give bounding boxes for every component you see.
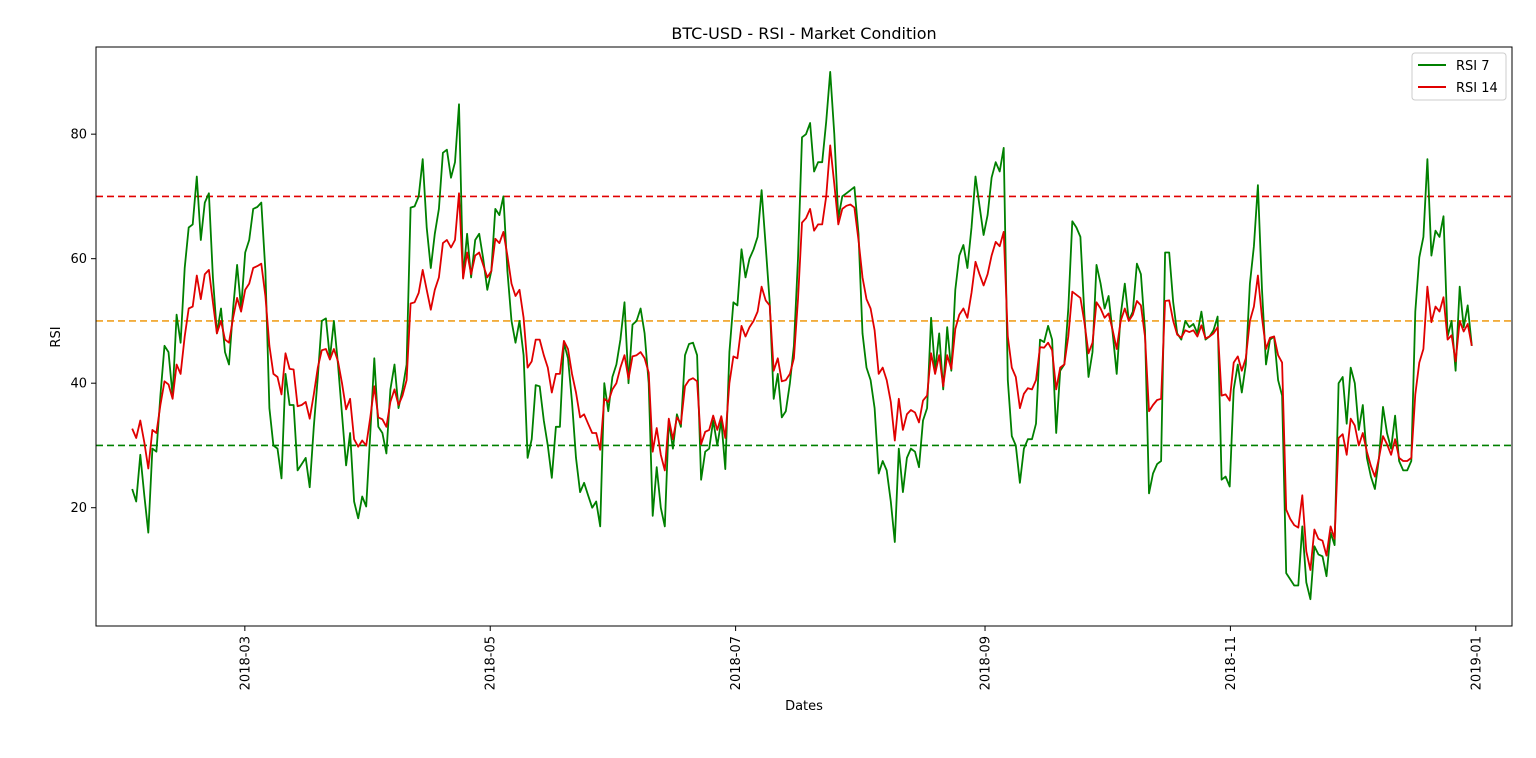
x-tick-label-2019-01: 2019-01: [1469, 636, 1484, 690]
y-axis-ticks: 20 40 60 80: [70, 128, 96, 516]
y-tick-label-20: 20: [70, 501, 87, 516]
legend-label-rsi-14: RSI 14: [1456, 81, 1498, 96]
x-tick-label-2018-03: 2018-03: [238, 636, 253, 690]
y-tick-label-80: 80: [70, 128, 87, 143]
reference-lines: [96, 195, 1512, 447]
x-tick-label-2018-09: 2018-09: [979, 636, 994, 690]
chart-title: BTC-USD - RSI - Market Condition: [671, 24, 936, 43]
x-tick-label-2018-07: 2018-07: [729, 636, 744, 690]
x-tick-label-2018-11: 2018-11: [1224, 636, 1239, 690]
series-line-rsi-7: [131, 71, 1473, 601]
y-tick-label-40: 40: [70, 377, 87, 392]
legend: RSI 7 RSI 14: [1411, 52, 1507, 101]
series-line-rsi-14: [131, 144, 1473, 571]
legend-label-rsi-7: RSI 7: [1456, 59, 1490, 74]
y-tick-label-60: 60: [70, 252, 87, 267]
x-axis-label: Dates: [785, 699, 823, 714]
y-axis-label: RSI: [49, 326, 64, 347]
x-axis-ticks: 2018-03 2018-05 2018-07 2018-09 2018-11 2019-…: [238, 626, 1484, 690]
series-lines: [131, 71, 1473, 601]
x-tick-label-2018-05: 2018-05: [484, 636, 499, 690]
plot-frame: [95, 46, 1513, 627]
